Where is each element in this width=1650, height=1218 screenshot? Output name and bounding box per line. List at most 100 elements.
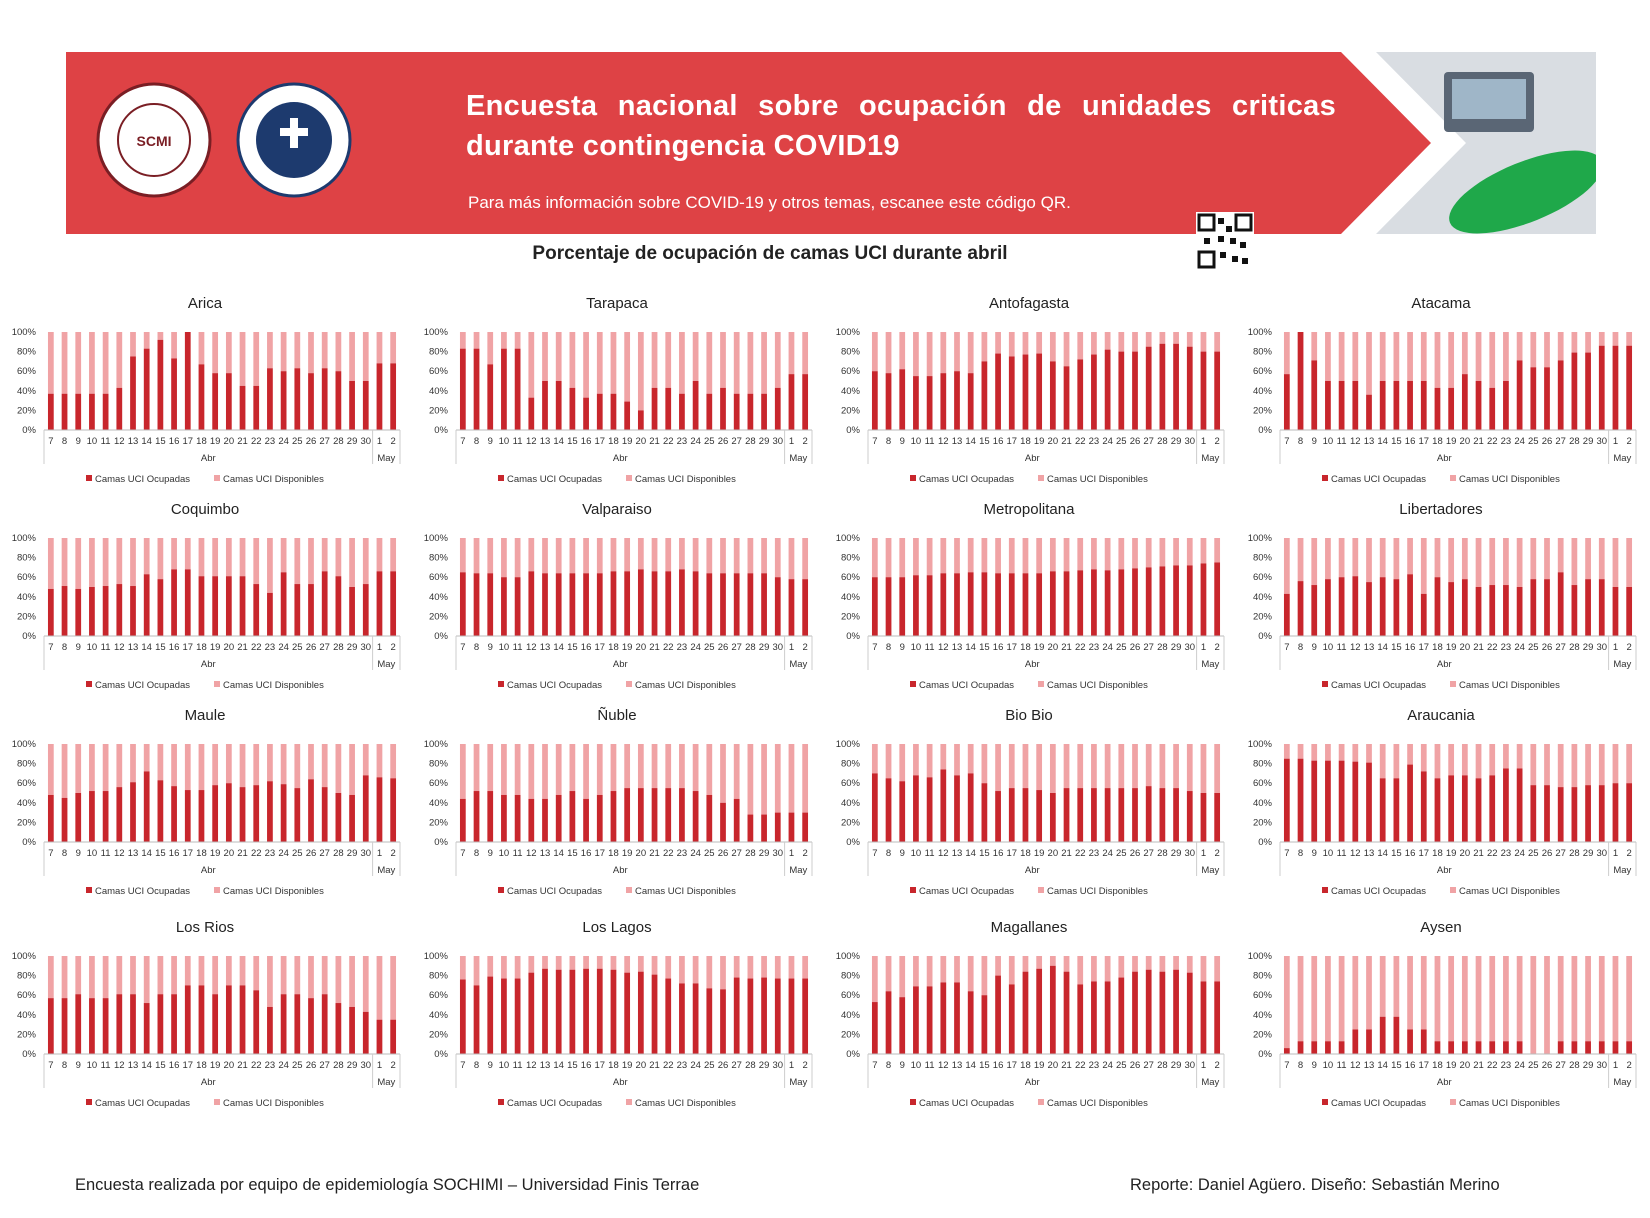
bar-occupied	[995, 353, 1001, 430]
x-tick-label: 30	[360, 1060, 371, 1071]
bar-available	[569, 956, 576, 970]
bar-occupied	[788, 579, 795, 636]
x-group-label: May	[789, 453, 807, 464]
x-group-label: May	[1613, 865, 1631, 876]
bar-available	[1104, 538, 1111, 571]
legend-label: Camas UCI Disponibles	[223, 680, 324, 691]
bar-occupied	[1461, 1041, 1468, 1054]
bar-available	[1338, 744, 1345, 761]
x-tick-label: 30	[1596, 1060, 1607, 1071]
x-tick-label: 11	[925, 642, 935, 653]
y-tick-label: 100%	[424, 533, 449, 544]
x-tick-label: 11	[101, 848, 111, 859]
bar-available	[555, 538, 562, 574]
bar-occupied	[1489, 387, 1496, 430]
bar-available	[75, 744, 82, 793]
x-tick-label: 21	[1473, 436, 1484, 447]
y-tick-label: 40%	[1253, 386, 1273, 397]
bar-occupied	[569, 573, 576, 636]
x-tick-label: 11	[925, 1060, 935, 1071]
bar-available	[1022, 332, 1029, 355]
bar-occupied	[1186, 346, 1193, 430]
y-tick-label: 100%	[836, 951, 861, 962]
bar-occupied	[1530, 785, 1537, 842]
bar-available	[376, 744, 383, 778]
bar-available	[1352, 538, 1359, 577]
x-tick-label: 12	[526, 848, 537, 859]
x-tick-label: 24	[1102, 848, 1113, 859]
x-tick-label: 19	[1446, 848, 1457, 859]
bar-occupied	[954, 775, 960, 842]
bar-occupied	[1571, 585, 1578, 636]
bar-available	[871, 332, 878, 372]
bar-available	[1022, 538, 1029, 574]
x-tick-label: 30	[360, 436, 371, 447]
legend-label: Camas UCI Ocupadas	[95, 680, 190, 691]
x-tick-label: 23	[1501, 642, 1512, 653]
x-tick-label: 16	[581, 848, 592, 859]
bar-occupied	[885, 991, 892, 1054]
bar-occupied	[706, 794, 713, 842]
bar-available	[1366, 332, 1372, 395]
bar-available	[184, 956, 191, 986]
bar-available	[1516, 538, 1523, 587]
bar-available	[1366, 538, 1372, 583]
bar-occupied	[1503, 585, 1509, 636]
bar-occupied	[253, 785, 260, 842]
bar-occupied	[143, 1003, 150, 1054]
bar-available	[1311, 332, 1318, 361]
x-tick-label: 14	[141, 1060, 152, 1071]
bar-occupied	[1407, 574, 1413, 636]
x-tick-label: 8	[886, 436, 891, 447]
bar-occupied	[651, 788, 658, 842]
y-tick-label: 80%	[1253, 971, 1273, 982]
bar-available	[967, 332, 974, 374]
x-tick-label: 26	[1130, 642, 1141, 653]
x-tick-label: 19	[622, 436, 633, 447]
bar-occupied	[349, 1006, 355, 1054]
legend-swatch-available	[626, 887, 632, 893]
x-tick-label: 12	[114, 848, 125, 859]
x-tick-label: 14	[141, 642, 152, 653]
chart-title: Maule	[185, 707, 226, 724]
bar-available	[376, 538, 383, 572]
bar-available	[1173, 744, 1179, 789]
y-tick-label: 20%	[429, 1029, 449, 1040]
x-tick-label: 11	[513, 642, 523, 653]
x-tick-label: 16	[581, 642, 592, 653]
x-tick-label: 21	[1473, 1060, 1484, 1071]
x-tick-label: 13	[128, 1060, 139, 1071]
bar-available	[1077, 956, 1084, 985]
bar-occupied	[1283, 593, 1290, 636]
bar-occupied	[1393, 381, 1400, 430]
y-tick-label: 60%	[1253, 778, 1273, 789]
y-tick-label: 0%	[22, 631, 36, 642]
x-tick-label: 24	[1514, 436, 1525, 447]
bar-occupied	[1338, 381, 1345, 430]
banner-background	[66, 52, 1603, 234]
bar-available	[1489, 332, 1496, 388]
bar-occupied	[157, 780, 164, 842]
bar-available	[1420, 538, 1427, 594]
y-tick-label: 0%	[1258, 837, 1272, 848]
x-tick-label: 17	[182, 1060, 193, 1071]
x-tick-label: 25	[1116, 848, 1127, 859]
bar-available	[473, 332, 480, 349]
bar-available	[1325, 332, 1331, 381]
bar-available	[1036, 956, 1043, 969]
x-tick-label: 8	[474, 848, 479, 859]
y-tick-label: 100%	[12, 327, 37, 338]
x-tick-label: 16	[581, 1060, 592, 1071]
bar-available	[1104, 956, 1111, 982]
x-tick-label: 17	[1006, 436, 1017, 447]
bar-occupied	[1612, 1041, 1619, 1054]
x-tick-label: 27	[1143, 642, 1154, 653]
bar-available	[1475, 956, 1482, 1042]
qr-code[interactable]	[1196, 212, 1254, 270]
bar-available	[1145, 332, 1152, 347]
x-tick-label: 2	[391, 436, 396, 447]
bar-available	[1186, 538, 1193, 566]
bar-occupied	[376, 777, 383, 842]
